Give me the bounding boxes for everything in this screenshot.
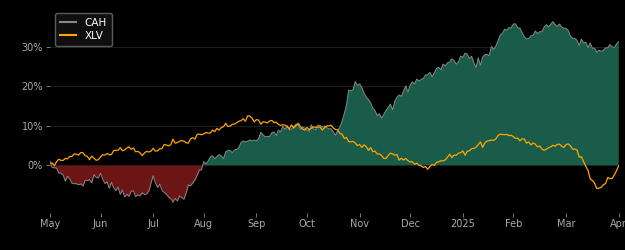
Legend: CAH, XLV: CAH, XLV <box>55 13 112 46</box>
